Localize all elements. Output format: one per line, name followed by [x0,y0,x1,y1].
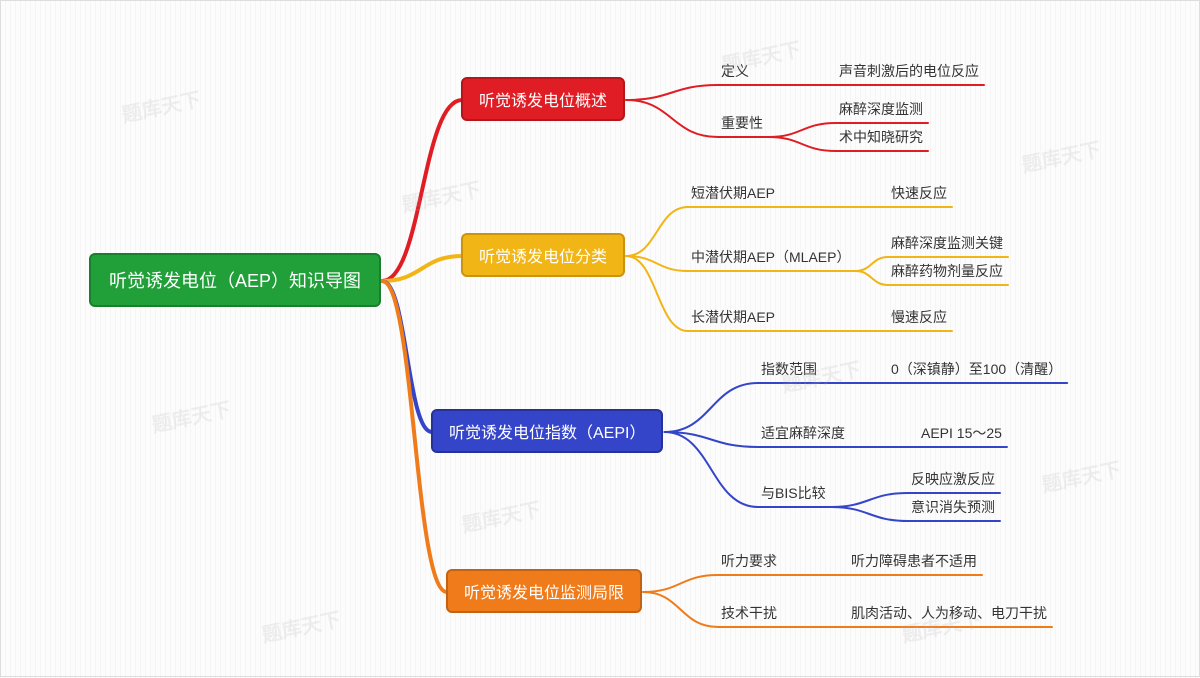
branch-1: 听觉诱发电位分类 [461,233,625,277]
root-node: 听觉诱发电位（AEP）知识导图 [89,253,381,307]
branch-1-l1-0-l2-0: 快速反应 [891,181,947,205]
branch-0-l1-1-l2-0: 麻醉深度监测 [839,97,923,121]
branch-2-l1-2: 与BIS比较 [761,481,826,505]
branch-2-l1-2-l2-1: 意识消失预测 [911,495,995,519]
branch-2-l1-1-l2-0: AEPI 15～25 [921,421,1002,445]
branch-3-l1-1: 技术干扰 [721,601,777,625]
branch-1-l1-1-l2-0: 麻醉深度监测关键 [891,231,1003,255]
branch-0: 听觉诱发电位概述 [461,77,625,121]
branch-1-l1-1-l2-1: 麻醉药物剂量反应 [891,259,1003,283]
branch-2-l1-0-l2-0: 0（深镇静）至100（清醒） [891,357,1062,381]
branch-3-l1-0: 听力要求 [721,549,777,573]
branch-3: 听觉诱发电位监测局限 [446,569,642,613]
branch-0-l1-1: 重要性 [721,111,763,135]
branch-2-l1-0: 指数范围 [761,357,817,381]
branch-3-l1-0-l2-0: 听力障碍患者不适用 [851,549,977,573]
branch-2-l1-2-l2-0: 反映应激反应 [911,467,995,491]
branch-0-l1-0-l2-0: 声音刺激后的电位反应 [839,59,979,83]
branch-3-l1-1-l2-0: 肌肉活动、人为移动、电刀干扰 [851,601,1047,625]
branch-1-l1-1: 中潜伏期AEP（MLAEP） [691,245,850,269]
branch-2-l1-1: 适宜麻醉深度 [761,421,845,445]
branch-2: 听觉诱发电位指数（AEPI） [431,409,663,453]
branch-1-l1-2-l2-0: 慢速反应 [891,305,947,329]
branch-0-l1-1-l2-1: 术中知晓研究 [839,125,923,149]
branch-0-l1-0: 定义 [721,59,749,83]
branch-1-l1-2: 长潜伏期AEP [691,305,775,329]
branch-1-l1-0: 短潜伏期AEP [691,181,775,205]
